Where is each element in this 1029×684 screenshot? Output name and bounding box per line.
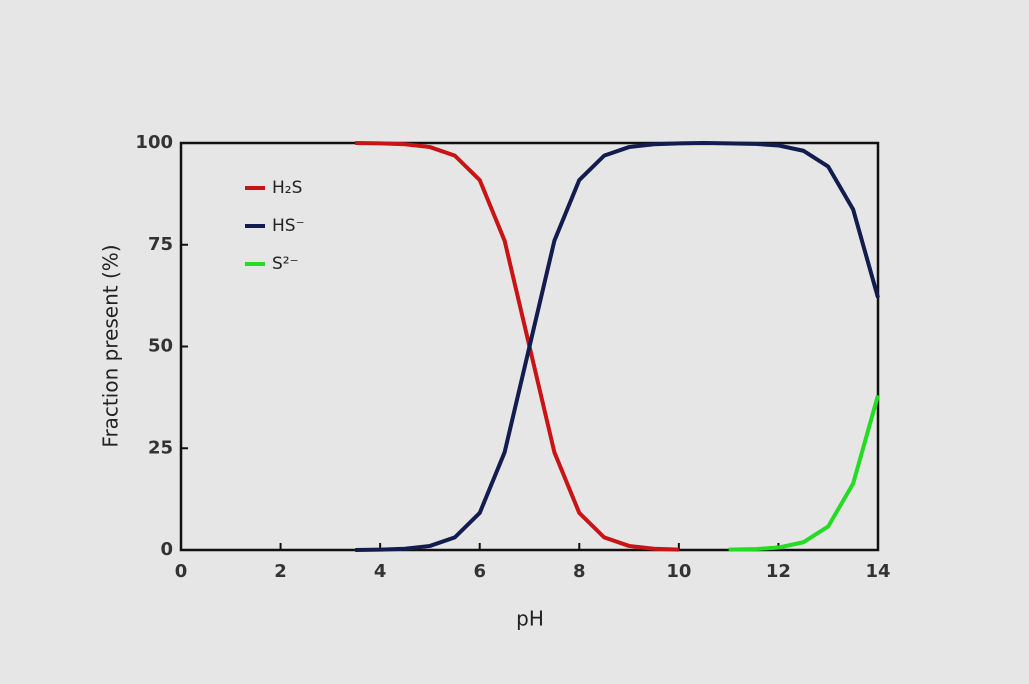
x-tick-label: 6 (473, 561, 486, 582)
y-axis-title: Fraction present (%) (99, 244, 123, 447)
legend-label: HS⁻ (272, 216, 305, 236)
x-tick-label: 10 (666, 561, 691, 582)
x-tick-label: 2 (274, 561, 287, 582)
x-tick-label: 8 (573, 561, 586, 582)
y-tick-label: 50 (148, 336, 173, 357)
legend-label: S²⁻ (272, 254, 299, 274)
y-tick-label: 100 (135, 132, 173, 153)
series-line (355, 141, 880, 552)
legend-label: H₂S (272, 178, 302, 198)
x-tick-label: 0 (175, 561, 188, 582)
y-tick-label: 0 (160, 539, 173, 560)
x-axis-title: pH (516, 607, 544, 631)
series-line (355, 141, 679, 552)
x-tick-label: 12 (766, 561, 791, 582)
series-line (728, 394, 880, 552)
y-tick-label: 25 (148, 437, 173, 458)
y-tick-label: 75 (148, 234, 173, 255)
x-tick-label: 14 (865, 561, 890, 582)
x-tick-label: 4 (374, 561, 387, 582)
